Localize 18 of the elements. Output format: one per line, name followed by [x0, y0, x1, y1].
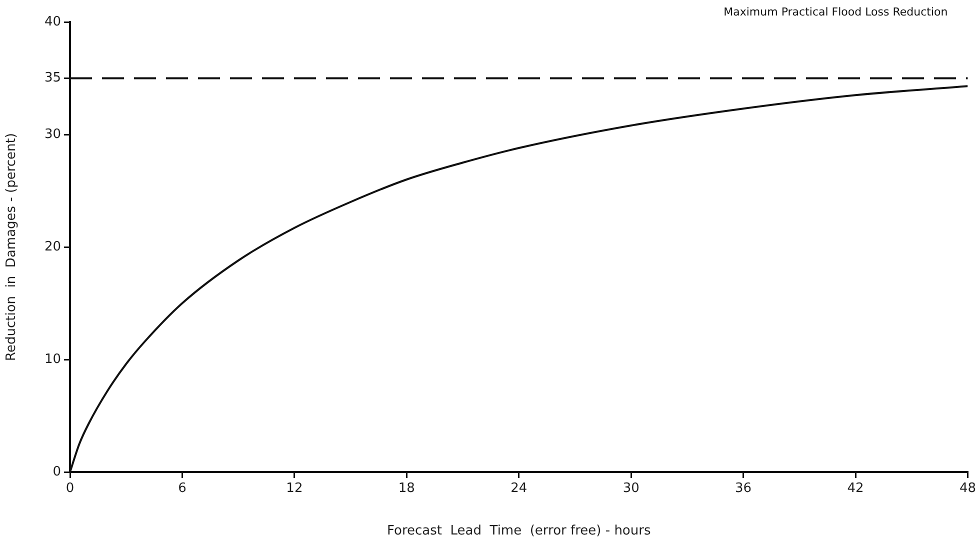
- y-tick-label: 40: [44, 14, 61, 30]
- x-axis-title: Forecast Lead Time (error free) - hours: [386, 524, 651, 539]
- x-tick-label: 42: [847, 481, 864, 496]
- x-tick-label: 18: [398, 481, 415, 496]
- x-tick-label: 0: [66, 481, 74, 496]
- y-tick-label: 20: [44, 239, 61, 254]
- y-tick-label: 35: [44, 70, 61, 86]
- x-tick-label: 6: [178, 481, 186, 496]
- y-axis-title: Reduction in Damages - (percent): [4, 133, 20, 361]
- y-tick-label: 30: [44, 126, 61, 142]
- x-tick-label: 30: [622, 481, 640, 496]
- x-tick-label: 24: [510, 481, 528, 496]
- x-tick-label: 12: [286, 481, 303, 496]
- y-tick-label: 10: [44, 352, 61, 367]
- x-tick-label: 48: [959, 481, 976, 496]
- ref-line-label: Maximum Practical Flood Loss Reduction: [724, 5, 948, 18]
- y-tick-label: 0: [52, 464, 61, 480]
- x-tick-label: 36: [735, 481, 752, 496]
